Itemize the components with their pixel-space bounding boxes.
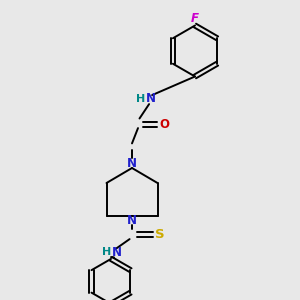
Text: N: N <box>146 92 156 106</box>
Text: N: N <box>127 157 137 170</box>
Text: F: F <box>191 12 199 26</box>
Text: O: O <box>159 118 169 131</box>
Text: H: H <box>102 247 111 257</box>
Text: H: H <box>136 94 146 104</box>
Text: N: N <box>111 245 122 259</box>
Text: S: S <box>155 228 164 241</box>
Text: N: N <box>127 214 137 227</box>
